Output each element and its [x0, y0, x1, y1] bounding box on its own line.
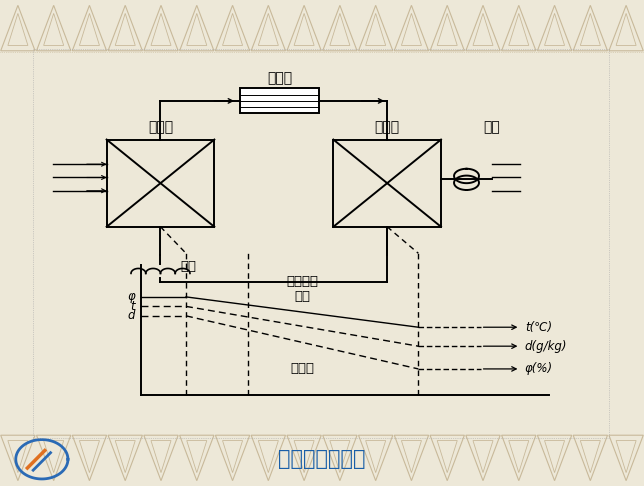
Text: φ: φ — [128, 291, 135, 303]
Text: d: d — [128, 310, 135, 322]
Text: 温度: 温度 — [294, 291, 310, 303]
Text: 制冷除湿机流程: 制冷除湿机流程 — [278, 449, 366, 469]
Text: 蒸发器: 蒸发器 — [148, 120, 173, 134]
Text: 风机: 风机 — [484, 120, 500, 134]
Bar — [334, 139, 441, 227]
Text: 含湿量: 含湿量 — [290, 363, 314, 375]
Text: φ(%): φ(%) — [525, 363, 553, 375]
Bar — [107, 139, 214, 227]
Text: 节流: 节流 — [180, 260, 196, 273]
Bar — [240, 88, 319, 113]
Text: t(℃): t(℃) — [525, 321, 552, 334]
Text: 相对湿度: 相对湿度 — [286, 275, 318, 288]
Text: 冷凝器: 冷凝器 — [375, 120, 400, 134]
Text: 压缩机: 压缩机 — [267, 71, 292, 86]
Text: d(g/kg): d(g/kg) — [525, 340, 567, 353]
Text: t: t — [130, 300, 135, 313]
